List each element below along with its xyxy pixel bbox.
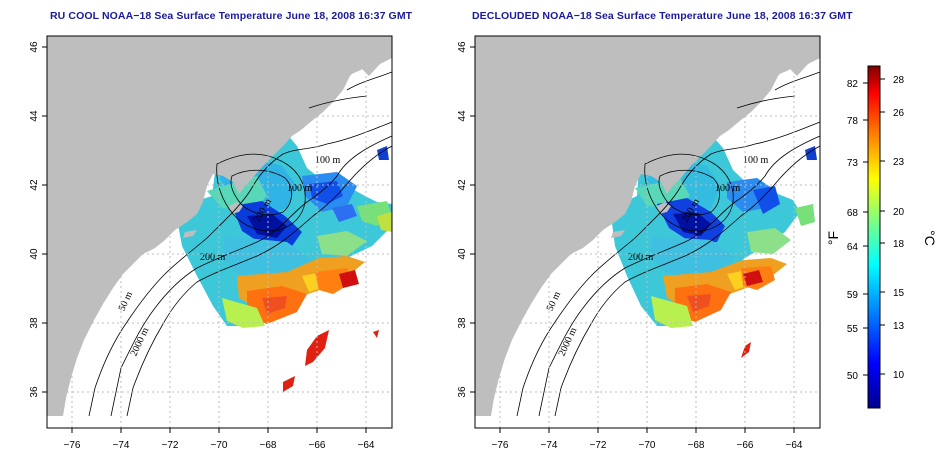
left-x-tick-label: −76 bbox=[64, 440, 81, 451]
right-contour-label-200m-south: 200 m bbox=[628, 252, 654, 263]
right-x-tick-label: −64 bbox=[786, 440, 803, 451]
right-y-tick-label: 38 bbox=[457, 317, 468, 329]
celsius-tick-label: 10 bbox=[893, 370, 905, 381]
left-y-tick-label: 40 bbox=[29, 248, 40, 260]
left-y-axis: 36 38 40 42 44 46 bbox=[29, 41, 47, 398]
left-x-tick-label: −68 bbox=[260, 440, 277, 451]
right-y-tick-label: 40 bbox=[457, 248, 468, 260]
left-contour-label-100m-north: 100 m bbox=[315, 155, 341, 166]
right-contour-label-100m-north: 100 m bbox=[743, 155, 769, 166]
right-y-axis: 36 38 40 42 44 46 bbox=[457, 41, 475, 398]
fahrenheit-unit-label: °F bbox=[825, 231, 841, 245]
left-bathymetry-contours bbox=[88, 71, 393, 417]
right-y-tick-label: 44 bbox=[457, 110, 468, 122]
left-x-tick-label: −66 bbox=[309, 440, 326, 451]
celsius-tick-label: 23 bbox=[893, 157, 905, 168]
temperature-colorbar: 82 78 73 68 64 59 55 50 °F 28 26 bbox=[825, 65, 938, 409]
left-x-axis: −76 −74 −72 −70 −68 −66 −64 bbox=[64, 428, 375, 451]
right-map-panel: 100 m 100 m 200 m 200 m 50 m 2000 m bbox=[457, 35, 821, 451]
colorbar-gradient bbox=[867, 65, 881, 409]
fahrenheit-tick-label: 50 bbox=[847, 371, 859, 382]
fahrenheit-tick-label: 59 bbox=[847, 290, 859, 301]
left-contour-label-100m-south: 100 m bbox=[287, 183, 313, 194]
left-y-tick-label: 44 bbox=[29, 110, 40, 122]
fahrenheit-tick-label: 68 bbox=[847, 208, 859, 219]
right-x-tick-label: −68 bbox=[688, 440, 705, 451]
left-y-tick-label: 42 bbox=[29, 179, 40, 191]
right-x-tick-label: −66 bbox=[737, 440, 754, 451]
left-y-tick-label: 38 bbox=[29, 317, 40, 329]
left-y-tick-label: 46 bbox=[29, 41, 40, 53]
celsius-tick-label: 15 bbox=[893, 288, 905, 299]
left-x-tick-label: −72 bbox=[162, 440, 179, 451]
left-graticule bbox=[47, 36, 392, 428]
right-x-tick-label: −76 bbox=[492, 440, 509, 451]
right-y-tick-label: 46 bbox=[457, 41, 468, 53]
celsius-tick-label: 13 bbox=[893, 321, 905, 332]
left-y-tick-label: 36 bbox=[29, 386, 40, 398]
fahrenheit-scale: 82 78 73 68 64 59 55 50 °F bbox=[825, 79, 868, 382]
fahrenheit-tick-label: 82 bbox=[847, 79, 859, 90]
fahrenheit-tick-label: 64 bbox=[847, 242, 859, 253]
celsius-unit-label: °C bbox=[922, 230, 938, 246]
right-contour-label-100m-south: 100 m bbox=[715, 183, 741, 194]
celsius-tick-label: 26 bbox=[893, 108, 905, 119]
right-map-title: DECLOUDED NOAA−18 Sea Surface Temperatur… bbox=[472, 10, 853, 22]
left-x-tick-label: −74 bbox=[113, 440, 130, 451]
right-x-axis: −76 −74 −72 −70 −68 −66 −64 bbox=[492, 428, 803, 451]
left-x-tick-label: −64 bbox=[358, 440, 375, 451]
celsius-tick-label: 28 bbox=[893, 75, 905, 86]
right-y-tick-label: 36 bbox=[457, 386, 468, 398]
right-x-tick-label: −70 bbox=[639, 440, 656, 451]
left-map-title: RU COOL NOAA−18 Sea Surface Temperature … bbox=[50, 10, 413, 22]
right-x-tick-label: −74 bbox=[541, 440, 558, 451]
fahrenheit-tick-label: 78 bbox=[847, 116, 859, 127]
fahrenheit-tick-label: 73 bbox=[847, 158, 859, 169]
left-contour-label-200m-south: 200 m bbox=[200, 252, 226, 263]
celsius-tick-label: 20 bbox=[893, 207, 905, 218]
right-x-tick-label: −72 bbox=[590, 440, 607, 451]
left-map-panel: 100 m 100 m 200 m 200 m 50 m 2000 m bbox=[29, 35, 393, 451]
celsius-tick-label: 18 bbox=[893, 239, 905, 250]
right-graticule bbox=[475, 36, 820, 428]
fahrenheit-tick-label: 55 bbox=[847, 324, 859, 335]
left-sst-field bbox=[175, 74, 392, 392]
right-bathymetry-contours bbox=[516, 71, 821, 417]
left-x-tick-label: −70 bbox=[211, 440, 228, 451]
celsius-scale: 28 26 23 20 18 15 13 10 °C bbox=[880, 75, 938, 381]
right-y-tick-label: 42 bbox=[457, 179, 468, 191]
